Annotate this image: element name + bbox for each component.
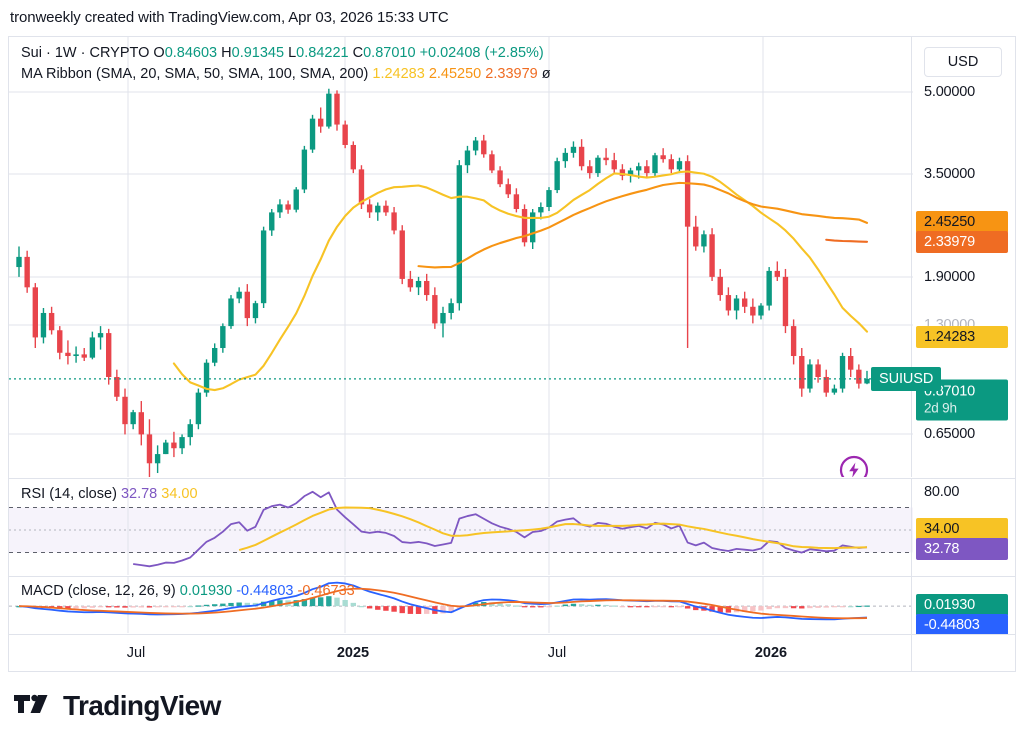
ma20-price-badge[interactable]: 1.24283: [916, 326, 1008, 348]
macd-hist-badge[interactable]: 0.01930: [916, 594, 1008, 616]
macd-line-badge[interactable]: -0.44803: [916, 614, 1008, 634]
price-chart-svg: [9, 37, 913, 477]
price-pane[interactable]: Sui · 1W · CRYPTO O0.84603 H0.91345 L0.8…: [9, 37, 1015, 477]
tradingview-logo-icon: [14, 693, 52, 719]
price-axis[interactable]: USD 5.000003.500001.900001.300000.650000…: [911, 37, 1015, 477]
ma50-price-badge[interactable]: 2.45250: [916, 211, 1008, 233]
rsi-ma-badge[interactable]: 34.00: [916, 518, 1008, 540]
ma100-price-badge[interactable]: 2.33979: [916, 231, 1008, 253]
macd-chart-svg: [9, 577, 913, 633]
sui-coin-icon: [839, 455, 869, 477]
countdown-label: 2d 9h: [924, 400, 957, 416]
price-tick: 1.90000: [924, 269, 976, 285]
tradingview-wordmark: TradingView: [63, 690, 221, 721]
rsi-axis[interactable]: 80.00 34.00 32.78: [911, 479, 1015, 576]
time-tick: Jul: [547, 645, 567, 661]
tradingview-footer: TradingView: [14, 690, 221, 722]
rsi-chart-svg: [9, 479, 913, 575]
attribution-text: tronweekly created with TradingView.com,…: [10, 9, 449, 26]
price-tick: 3.50000: [924, 166, 976, 182]
time-tick: 2026: [754, 645, 788, 661]
macd-axis[interactable]: 0.01930 -0.44803: [911, 577, 1015, 634]
rsi-tick: 80.00: [924, 484, 960, 500]
rsi-value-badge[interactable]: 32.78: [916, 538, 1008, 560]
time-axis-area[interactable]: Jul 2025 Jul 2026: [9, 635, 913, 672]
price-tick: 5.00000: [924, 84, 976, 100]
price-plot-area[interactable]: [9, 37, 913, 477]
currency-label[interactable]: USD: [924, 47, 1002, 77]
rsi-plot-area[interactable]: [9, 479, 913, 576]
macd-plot-area[interactable]: [9, 577, 913, 634]
price-tick: 0.65000: [924, 426, 976, 442]
time-tick: 2025: [336, 645, 370, 661]
chart-frame: Sui · 1W · CRYPTO O0.84603 H0.91345 L0.8…: [8, 36, 1016, 672]
time-axis-corner: [911, 635, 1015, 672]
time-tick: Jul: [126, 645, 146, 661]
rsi-pane[interactable]: RSI (14, close) 32.78 34.00 80.00 34.00 32…: [9, 478, 1015, 576]
macd-pane[interactable]: MACD (close, 12, 26, 9) 0.01930 -0.44803…: [9, 576, 1015, 634]
source-symbol-label[interactable]: SUIUSD: [871, 366, 942, 391]
time-axis-pane[interactable]: Jul 2025 Jul 2026: [9, 634, 1015, 672]
